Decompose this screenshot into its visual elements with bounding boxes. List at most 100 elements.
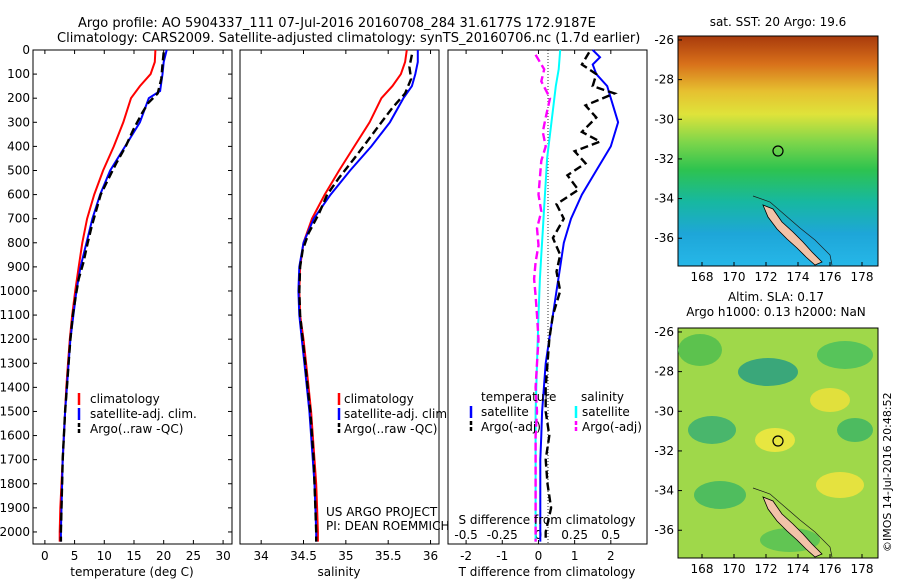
x2-tick-label: 0 <box>535 528 543 542</box>
salinity-legend-argo: Argo(..raw -QC) <box>344 422 437 436</box>
y-tick-label: 2000 <box>0 525 30 539</box>
sla-anomaly-blobs <box>678 334 873 552</box>
sst-map-image <box>677 35 879 267</box>
sst-shelf-contour <box>752 195 833 266</box>
lon-tick-label: 168 <box>691 270 714 284</box>
x-tick-label: 34.5 <box>290 549 317 563</box>
difference-xlabel: T difference from climatology <box>458 565 636 579</box>
x-tick-label: 15 <box>126 549 141 563</box>
y-tick-label: 600 <box>7 188 30 202</box>
lat-tick-label: -36 <box>654 231 674 245</box>
lat-tick-label: -32 <box>654 152 674 166</box>
x-tick-label: 35 <box>338 549 353 563</box>
x2-tick-label: 0.25 <box>561 528 588 542</box>
lon-tick-label: 176 <box>819 270 842 284</box>
temperature-legend: climatology satellite-adj. clim. Argo(..… <box>77 392 197 436</box>
x-tick-label: 36 <box>423 549 438 563</box>
y-tick-label: 1500 <box>0 404 30 418</box>
salinity-legend-climatology: climatology <box>344 392 414 406</box>
y-tick-label: 300 <box>7 115 30 129</box>
lat-tick-label: -26 <box>654 33 674 47</box>
y-tick-label: 1900 <box>0 501 30 515</box>
temperature-legend-argo: Argo(..raw -QC) <box>90 422 183 436</box>
sla-blob <box>755 428 795 452</box>
y-tick-label: 1300 <box>0 356 30 370</box>
sst-landmass <box>762 204 823 266</box>
lat-tick-label: -34 <box>654 192 674 206</box>
legend-temp-satellite: satellite <box>481 405 529 419</box>
sst-argo-marker <box>772 145 784 157</box>
y-tick-label: 1100 <box>0 308 30 322</box>
y-tick-label: 1600 <box>0 429 30 443</box>
x-tick-label: -2 <box>460 549 472 563</box>
temperature-panel: 0 5 10 15 20 25 300100200300400500600700800900… <box>0 43 233 579</box>
series-line-satellite <box>534 49 562 542</box>
series-line-argo-raw-qc- <box>298 54 414 542</box>
x-tick-label: 5 <box>71 549 79 563</box>
sla-blob <box>738 358 798 386</box>
salinity-panel: 34 34.5 35 35.5 36 salinity climatology sate… <box>239 49 451 579</box>
series-line-argo-raw-qc- <box>59 52 165 542</box>
x-tick-label: 2 <box>607 549 615 563</box>
x-tick-label: 10 <box>97 549 112 563</box>
project-annotation: US ARGO PROJECT <box>326 505 438 519</box>
y-tick-label: 400 <box>7 139 30 153</box>
sla-map-panel: Altim. SLA: 0.17 Argo h1000: 0.13 h2000:… <box>654 290 879 576</box>
temperature-xlabel: temperature (deg C) <box>70 565 193 579</box>
x-tick-label: 0 <box>41 549 49 563</box>
y-tick-label: 800 <box>7 236 30 250</box>
sla-map-subtitle: Argo h1000: 0.13 h2000: NaN <box>686 305 866 319</box>
legend-sal-satellite: satellite <box>582 405 630 419</box>
lon-tick-label: 172 <box>755 270 778 284</box>
x-tick-label: -1 <box>496 549 508 563</box>
lon-tick-label: 174 <box>787 562 810 576</box>
y-tick-label: 0 <box>22 43 30 57</box>
salinity-legend-satellite: satellite-adj. clim. <box>344 407 451 421</box>
y-tick-label: 500 <box>7 163 30 177</box>
sla-shelf-contour <box>752 487 833 558</box>
y-tick-label: 1400 <box>0 380 30 394</box>
sla-blob <box>694 481 746 509</box>
series-line-satellite <box>539 49 620 542</box>
x-tick-label: 25 <box>186 549 201 563</box>
y-tick-label: 100 <box>7 67 30 81</box>
y-tick-label: 900 <box>7 260 30 274</box>
imos-stamp: ©IMOS 14-Jul-2016 20:48:52 <box>881 392 894 552</box>
sla-map-title: Altim. SLA: 0.17 <box>728 290 824 304</box>
lat-tick-label: -30 <box>654 112 674 126</box>
lat-tick-label: -36 <box>654 523 674 537</box>
legend-sal-argo: Argo(-adj) <box>582 420 642 434</box>
x2-tick-label: -0.5 <box>454 528 477 542</box>
lon-tick-label: 178 <box>851 562 874 576</box>
difference-panel: -2 -1 0 1 2 -0.5 -0.25 0 0.25 0.5 T difference fr… <box>447 49 648 579</box>
sla-blob <box>688 416 736 444</box>
temperature-legend-climatology: climatology <box>90 392 160 406</box>
x-tick-label: 1 <box>571 549 579 563</box>
y-tick-label: 1800 <box>0 477 30 491</box>
legend-temp-argo: Argo(-adj) <box>481 420 541 434</box>
header-line-1: Argo profile: AO 5904337_111 07-Jul-2016… <box>78 16 596 31</box>
lon-tick-label: 170 <box>723 562 746 576</box>
y-tick-label: 700 <box>7 212 30 226</box>
temperature-legend-satellite: satellite-adj. clim. <box>90 407 197 421</box>
lon-tick-label: 168 <box>691 562 714 576</box>
header-line-2: Climatology: CARS2009. Satellite-adjuste… <box>57 31 640 46</box>
lat-tick-label: -28 <box>654 365 674 379</box>
series-line-argo-adj- <box>544 51 618 542</box>
lat-tick-label: -28 <box>654 73 674 87</box>
difference-axes <box>447 49 648 545</box>
difference-legend: temperature salinity satellite Argo(-adj… <box>469 390 642 434</box>
legend-title-salinity: salinity <box>581 390 624 404</box>
sla-blob <box>678 334 722 366</box>
y-tick-label: 1200 <box>0 332 30 346</box>
lat-tick-label: -26 <box>654 325 674 339</box>
x-tick-label: 30 <box>215 549 230 563</box>
sla-landmass <box>762 496 823 558</box>
x-tick-label: 0 <box>535 549 543 563</box>
legend-title-temperature: temperature <box>481 390 556 404</box>
difference-x2label: S difference from climatology <box>459 513 636 527</box>
sst-map-panel: sat. SST: 20 Argo: 19.6 168 170 172 174 176 1… <box>654 15 879 284</box>
x2-tick-label: 0.5 <box>601 528 620 542</box>
sla-blob <box>810 388 850 412</box>
